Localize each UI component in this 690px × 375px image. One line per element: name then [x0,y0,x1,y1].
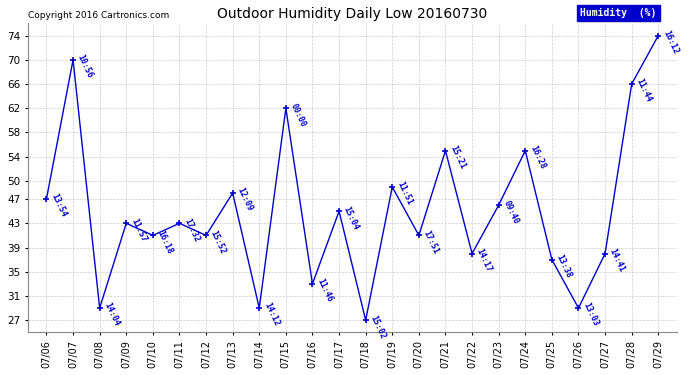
Text: 11:46: 11:46 [315,277,334,304]
Text: 15:52: 15:52 [209,229,228,255]
Title: Outdoor Humidity Daily Low 20160730: Outdoor Humidity Daily Low 20160730 [217,7,488,21]
Text: 17:51: 17:51 [422,229,440,255]
Text: 17:32: 17:32 [182,217,201,243]
Text: 16:28: 16:28 [528,144,546,171]
Text: 11:57: 11:57 [129,217,148,243]
Text: 16:18: 16:18 [156,229,175,255]
Text: 14:04: 14:04 [102,302,121,328]
Text: 13:54: 13:54 [49,192,68,219]
Text: 14:41: 14:41 [608,247,627,273]
Text: 00:00: 00:00 [288,102,307,128]
Text: Copyright 2016 Cartronics.com: Copyright 2016 Cartronics.com [28,11,169,20]
Text: 09:40: 09:40 [502,198,520,225]
Text: 15:02: 15:02 [368,314,387,340]
Text: 16:12: 16:12 [661,29,680,56]
Text: 14:17: 14:17 [475,247,493,273]
Text: 15:04: 15:04 [342,205,361,231]
Text: Humidity  (%): Humidity (%) [580,8,657,18]
Text: 13:38: 13:38 [555,253,573,279]
Text: 11:51: 11:51 [395,180,414,207]
Text: 14:12: 14:12 [262,302,281,328]
Text: 15:21: 15:21 [448,144,467,171]
Text: 13:03: 13:03 [581,302,600,328]
Text: 11:44: 11:44 [634,78,653,104]
Text: 12:09: 12:09 [235,186,254,213]
Text: 10:56: 10:56 [76,53,95,80]
